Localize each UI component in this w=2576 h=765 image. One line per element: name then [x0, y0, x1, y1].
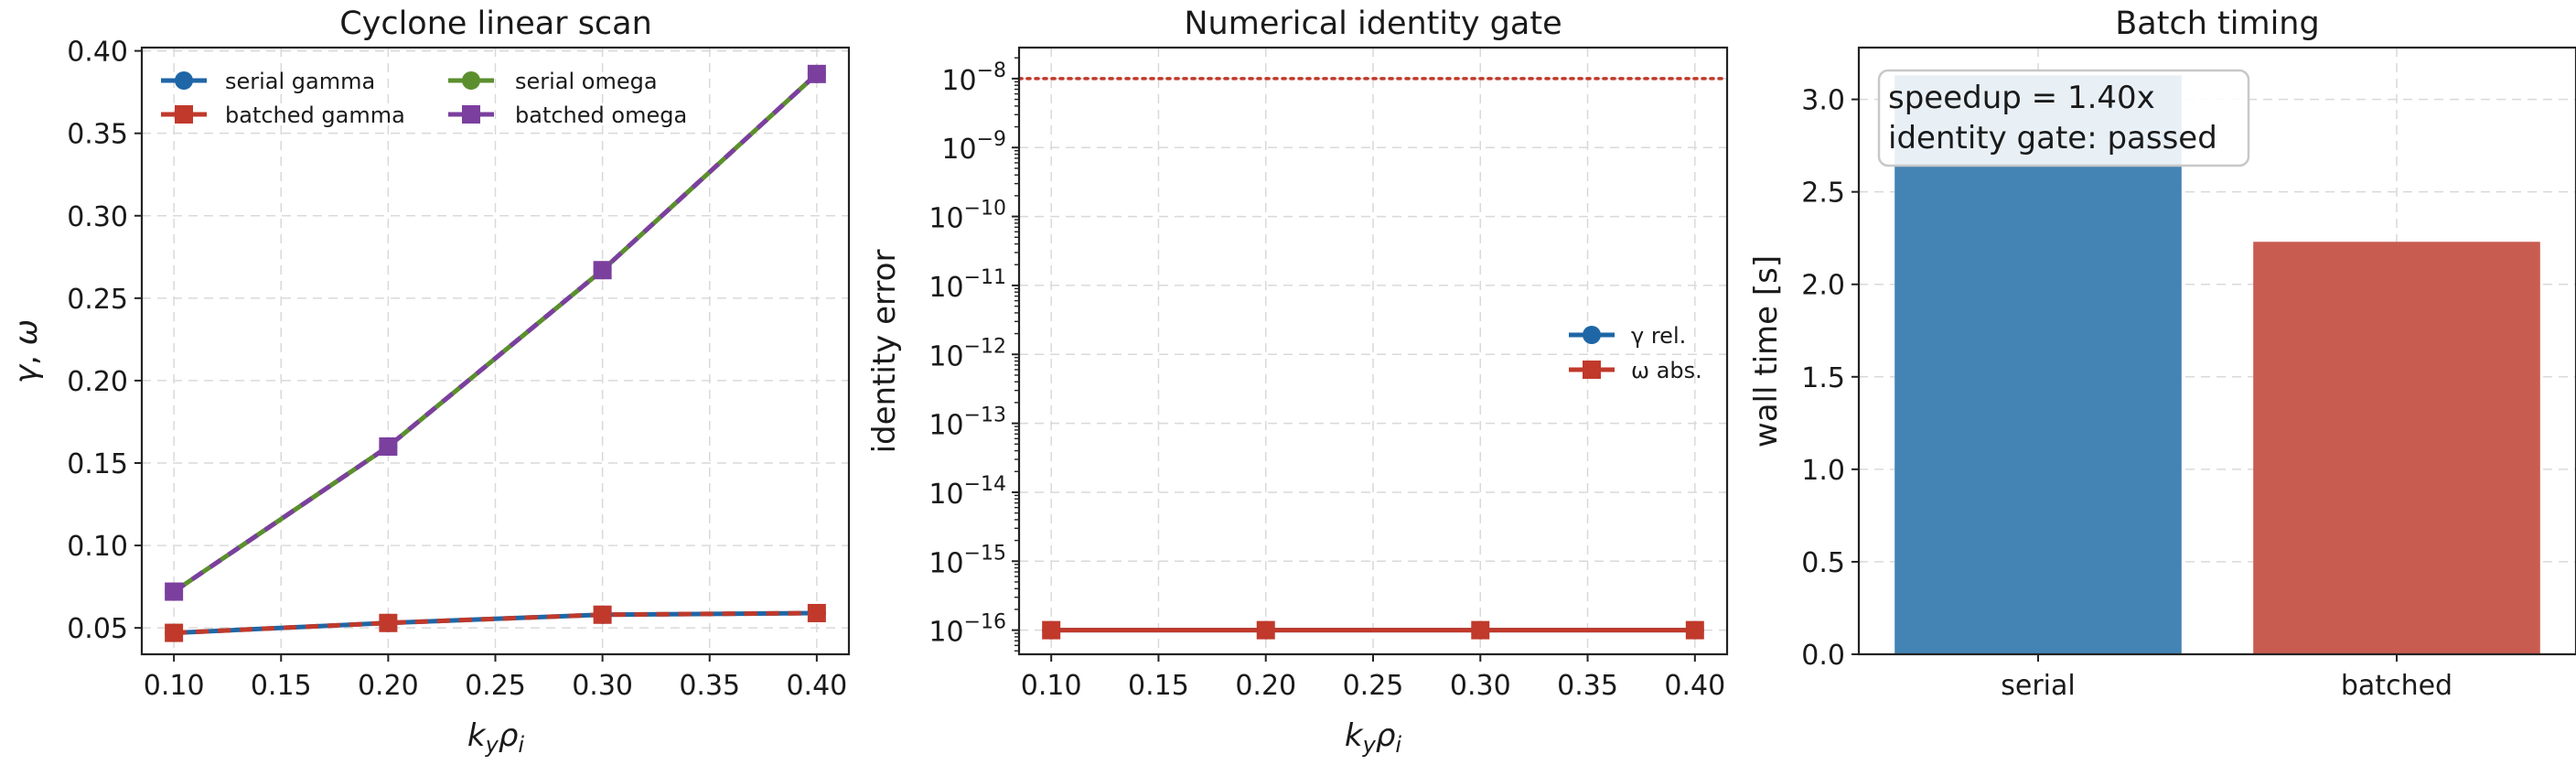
panel1-x-ticks: 0.10 0.15 0.20 0.25 0.30 0.35 0.40 — [144, 654, 847, 702]
y-tick-label: 0.0 — [1801, 640, 1845, 672]
panel2-x-ticks: 0.10 0.15 0.20 0.25 0.30 0.35 0.40 — [1021, 654, 1725, 702]
series-line-batched-omega — [172, 71, 819, 594]
annotation-box: speedup = 1.40x identity gate: passed — [1877, 69, 2250, 167]
data-point — [807, 64, 826, 83]
panel3-x-ticks: serial batched — [2001, 654, 2453, 702]
y-tick-label: 1.0 — [1801, 455, 1845, 487]
x-tick-label: 0.30 — [572, 670, 633, 702]
bar-batched — [2253, 242, 2540, 654]
x-tick-label: 0.10 — [144, 670, 205, 702]
y-tick-label: 10−10 — [928, 198, 1006, 235]
panel2-title: Numerical identity gate — [1184, 5, 1562, 42]
x-tick-label: 0.15 — [251, 670, 312, 702]
y-tick-label: 3.0 — [1801, 85, 1845, 117]
y-tick-label: 0.25 — [67, 284, 128, 316]
x-tick-label: 0.35 — [679, 670, 740, 702]
data-point — [1471, 620, 1490, 640]
panel2-y-ticks: 10−8 10−9 10−10 10−11 10−12 10−13 10−14 10−15 10… — [928, 57, 1019, 652]
y-tick-label: 10−8 — [941, 59, 1006, 97]
legend-label-gamma-rel: γ rel. — [1631, 323, 1686, 349]
panel1-x-axis-label: kyρi — [467, 717, 525, 758]
panel3-y-axis-label: wall time [s] — [1748, 255, 1785, 447]
data-point — [1685, 620, 1704, 640]
panel1-series — [165, 64, 826, 642]
series-line-batched-gamma — [174, 610, 817, 636]
legend-label-batched-gamma: batched gamma — [225, 102, 405, 128]
legend-label-omega-abs: ω abs. — [1631, 358, 1702, 383]
y-tick-label: 0.30 — [67, 201, 128, 233]
data-point — [379, 436, 398, 456]
data-point — [165, 582, 184, 601]
panel1-grid — [142, 48, 849, 654]
panel3-bars — [1894, 75, 2540, 654]
y-tick-label: 0.40 — [67, 37, 128, 69]
data-point — [593, 605, 612, 624]
panel-cyclone-scan: Cyclone linear scan 0.10 0.15 0.20 0.25 0.30… — [8, 5, 851, 758]
x-tick-label: 0.25 — [1343, 670, 1404, 702]
panel2-grid — [1019, 48, 1727, 654]
data-point — [807, 603, 826, 622]
panel3-title: Batch timing — [2115, 5, 2319, 42]
panel3-y-ticks: 0.0 0.5 1.0 1.5 2.0 2.5 3.0 — [1801, 85, 1859, 672]
legend-item-omega-abs: ω abs. — [1569, 358, 1702, 383]
x-tick-label: 0.35 — [1557, 670, 1618, 702]
x-tick-label: batched — [2341, 670, 2453, 702]
legend-item-serial-omega: serial omega — [448, 69, 658, 94]
legend-label-serial-omega: serial omega — [515, 69, 658, 94]
legend-label-batched-omega: batched omega — [515, 102, 687, 128]
speedup-annotation: speedup = 1.40x — [1888, 80, 2155, 116]
y-tick-label: 2.0 — [1801, 270, 1845, 302]
panel1-y-axis-label: γ, ω — [8, 319, 45, 383]
legend-item-gamma-rel: γ rel. — [1569, 323, 1686, 349]
panel1-legend: serial gamma batched gamma serial omega … — [161, 69, 687, 128]
x-tick-label: 0.25 — [465, 670, 526, 702]
y-tick-label: 10−14 — [928, 473, 1006, 511]
y-tick-label: 0.05 — [67, 613, 128, 645]
x-tick-label: 0.10 — [1021, 670, 1082, 702]
x-tick-label: 0.40 — [786, 670, 847, 702]
data-point — [1256, 620, 1275, 640]
y-tick-label: 0.35 — [67, 119, 128, 151]
panel1-y-ticks: 0.05 0.10 0.15 0.20 0.25 0.30 0.35 0.40 — [67, 37, 142, 645]
data-point — [165, 623, 184, 642]
y-tick-label: 10−13 — [928, 404, 1006, 442]
panel1-title: Cyclone linear scan — [339, 5, 652, 42]
legend-item-batched-omega: batched omega — [448, 102, 687, 128]
data-point — [379, 613, 398, 632]
y-tick-label: 1.5 — [1801, 362, 1845, 394]
x-tick-label: 0.30 — [1450, 670, 1511, 702]
x-tick-label: serial — [2001, 670, 2075, 702]
data-point — [593, 261, 612, 280]
identity-gate-annotation: identity gate: passed — [1888, 120, 2217, 156]
y-tick-label: 10−9 — [941, 128, 1006, 166]
panel2-series — [1042, 620, 1704, 640]
data-point — [1042, 620, 1061, 640]
y-tick-label: 10−15 — [928, 542, 1006, 579]
y-tick-label: 0.10 — [67, 531, 128, 563]
x-tick-label: 0.40 — [1664, 670, 1725, 702]
panel2-x-axis-label: kyρi — [1345, 717, 1402, 758]
y-tick-label: 0.5 — [1801, 547, 1845, 579]
legend-item-batched-gamma: batched gamma — [161, 102, 405, 128]
legend-label-serial-gamma: serial gamma — [225, 69, 375, 94]
y-tick-label: 0.15 — [67, 448, 128, 480]
panel-identity-gate: Numerical identity gate 0.10 0.15 0.20 0.25… — [866, 5, 1729, 758]
y-tick-label: 0.20 — [67, 366, 128, 398]
x-tick-label: 0.20 — [1235, 670, 1296, 702]
legend-item-serial-gamma: serial gamma — [161, 69, 375, 94]
bar-serial — [1894, 75, 2182, 654]
y-tick-label: 10−12 — [928, 335, 1006, 372]
panel2-legend: γ rel. ω abs. — [1569, 323, 1702, 383]
panel3-frame — [1857, 46, 2576, 656]
y-tick-label: 10−11 — [928, 266, 1006, 304]
x-tick-label: 0.20 — [358, 670, 419, 702]
y-tick-label: 2.5 — [1801, 178, 1845, 210]
y-tick-label: 10−16 — [928, 611, 1006, 649]
panel2-y-axis-label: identity error — [866, 250, 903, 454]
panel-batch-timing: Batch timing serial batched 0.0 0.5 1.0 1.5 2… — [1748, 5, 2576, 702]
x-tick-label: 0.15 — [1128, 670, 1189, 702]
